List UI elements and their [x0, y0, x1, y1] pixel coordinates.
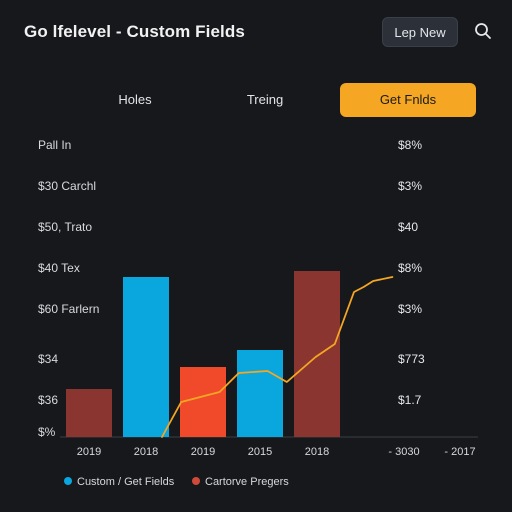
x-tick-label: 2015	[248, 446, 272, 458]
row-value: $3%	[398, 179, 423, 193]
chart-bar	[237, 350, 283, 437]
legend-item: Custom / Get Fields	[64, 476, 174, 488]
row-label: $36	[38, 393, 59, 407]
tab-treing[interactable]: Treing	[246, 92, 284, 107]
chart-bar	[294, 271, 340, 437]
chart-bar	[66, 389, 112, 437]
row-label: $40 Tex	[38, 261, 80, 275]
row-value: $3%	[398, 302, 423, 316]
x-tick-label: - 3030	[388, 446, 419, 458]
row-label: $60 Farlern	[38, 302, 100, 316]
tab-bar: Holes Treing Get Fnlds	[60, 83, 480, 117]
row-value: $40	[398, 220, 419, 234]
row-value: $8%	[398, 261, 423, 275]
row-value: $1.7	[398, 393, 422, 407]
legend-item: Cartorve Pregers	[192, 476, 289, 488]
row-value: $8%	[398, 138, 423, 152]
chart-bar	[180, 367, 226, 437]
trend-line	[161, 276, 394, 438]
new-button[interactable]: Lep New	[382, 17, 458, 47]
row-label: Pall In	[38, 138, 72, 152]
legend-swatch	[192, 477, 200, 485]
legend-swatch	[64, 477, 72, 485]
search-icon[interactable]	[474, 22, 492, 40]
tab-get-fields[interactable]: Get Fnlds	[340, 83, 476, 117]
x-tick-label: 2018	[305, 446, 329, 458]
row-value: $773	[398, 352, 425, 366]
x-tick-label: 2019	[191, 446, 215, 458]
header: Go lfelevel - Custom Fields Lep New	[0, 0, 512, 62]
row-label: $%	[38, 425, 56, 439]
row-label: $34	[38, 352, 59, 366]
x-tick-label: 2019	[77, 446, 101, 458]
chart-bar	[123, 277, 169, 437]
legend-label: Cartorve Pregers	[205, 476, 289, 488]
legend-label: Custom / Get Fields	[77, 476, 175, 488]
page-title: Go lfelevel - Custom Fields	[24, 22, 245, 41]
x-tick-label: 2018	[134, 446, 158, 458]
tab-holes[interactable]: Holes	[118, 92, 152, 107]
row-label: $30 Carchl	[38, 179, 97, 193]
x-tick-label: - 2017	[444, 446, 475, 458]
row-label: $50, Trato	[38, 220, 93, 234]
